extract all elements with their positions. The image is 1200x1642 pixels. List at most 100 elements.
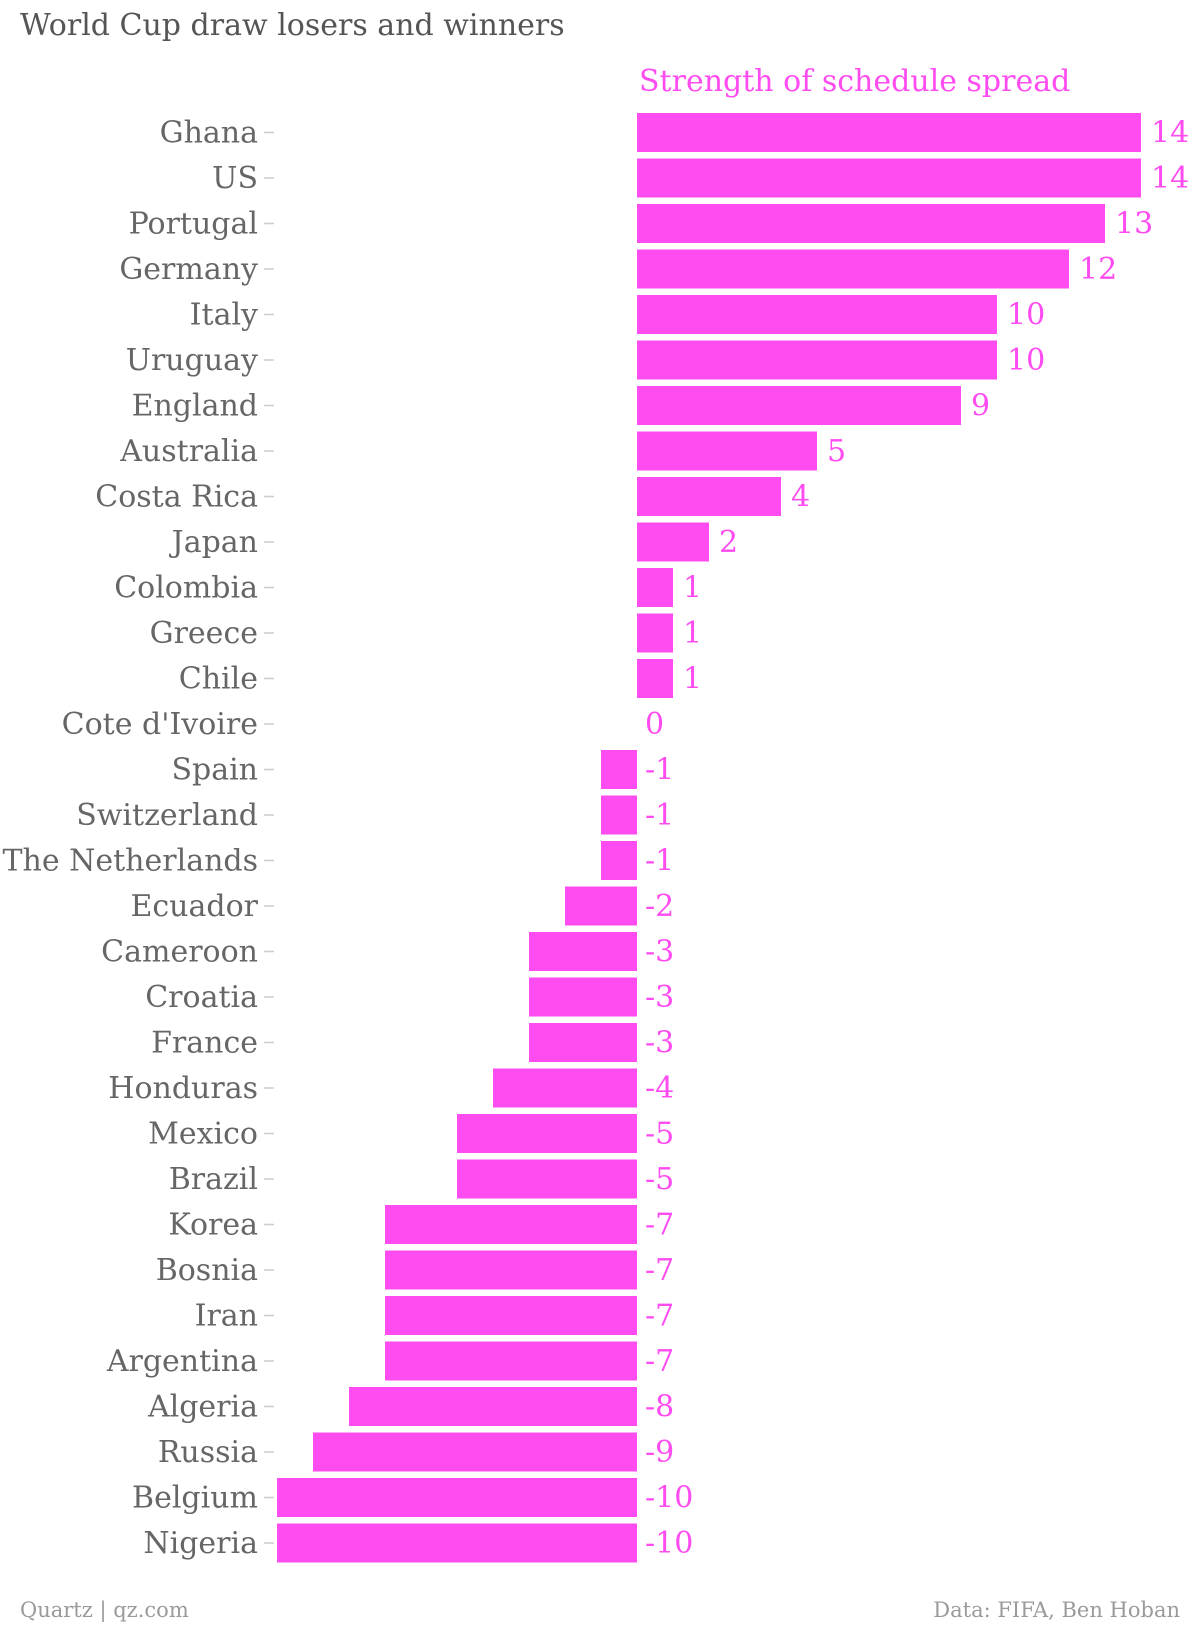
series-label: Strength of schedule spread [639, 64, 1070, 99]
bar [637, 659, 673, 698]
bar [277, 1478, 637, 1517]
category-label: Nigeria [143, 1526, 258, 1561]
value-label: -9 [645, 1435, 674, 1470]
value-label: 12 [1079, 252, 1117, 287]
category-label: Korea [168, 1208, 258, 1243]
value-label: 1 [683, 662, 702, 697]
bar [385, 1250, 637, 1290]
bar [313, 1432, 637, 1472]
bar [457, 1114, 637, 1153]
value-label: 10 [1007, 298, 1045, 333]
category-label: Japan [169, 525, 258, 560]
value-label: 10 [1007, 343, 1045, 378]
bar [637, 204, 1105, 243]
category-label: Chile [179, 662, 258, 697]
bar [529, 1023, 637, 1062]
bar [601, 750, 637, 789]
bar [277, 1523, 637, 1563]
bar [637, 249, 1069, 289]
value-label: 2 [719, 525, 738, 560]
category-label: Cote d'Ivoire [62, 707, 258, 742]
bar [637, 295, 997, 334]
bar [385, 1341, 637, 1381]
category-label: Argentina [106, 1344, 258, 1379]
value-label: 14 [1151, 161, 1189, 196]
bar [529, 977, 637, 1017]
category-label: Honduras [108, 1071, 258, 1106]
category-label: Italy [190, 298, 258, 333]
value-label: -3 [645, 935, 674, 970]
category-label: Croatia [145, 980, 258, 1015]
category-label: Mexico [148, 1117, 258, 1152]
category-label: France [151, 1026, 258, 1061]
bar [493, 1068, 637, 1108]
footer-source-right: Data: FIFA, Ben Hoban [933, 1598, 1180, 1622]
category-label: Cameroon [101, 935, 258, 970]
value-label: -10 [645, 1481, 693, 1516]
bar [601, 795, 637, 835]
value-label: -7 [645, 1208, 674, 1243]
value-label: -10 [645, 1526, 693, 1561]
value-label: 1 [683, 571, 702, 606]
bar [565, 886, 637, 926]
category-label: Algeria [147, 1390, 258, 1425]
bar [637, 477, 781, 516]
bar [637, 158, 1141, 198]
category-label: Costa Rica [95, 480, 258, 515]
category-label: Colombia [114, 571, 258, 606]
bar [385, 1296, 637, 1335]
value-label: -5 [645, 1117, 674, 1152]
bar [637, 522, 709, 562]
category-label: Spain [171, 753, 258, 788]
bar [529, 932, 637, 971]
value-label: 0 [645, 707, 664, 742]
value-label: -7 [645, 1299, 674, 1334]
category-label: Brazil [169, 1162, 258, 1197]
category-label: England [132, 389, 258, 424]
value-label: 5 [827, 434, 846, 469]
bar [457, 1159, 637, 1199]
value-label: 9 [971, 389, 990, 424]
value-label: 13 [1115, 207, 1153, 242]
value-label: -3 [645, 1026, 674, 1061]
bar [637, 613, 673, 653]
value-label: -2 [645, 889, 674, 924]
bar [637, 386, 961, 425]
value-label: 4 [791, 480, 810, 515]
bar [637, 568, 673, 607]
category-label: Belgium [132, 1481, 258, 1516]
value-label: -1 [645, 844, 674, 879]
category-label: Uruguay [126, 343, 258, 378]
value-label: 14 [1151, 116, 1189, 151]
category-label: The Netherlands [3, 844, 259, 879]
category-label: Australia [119, 434, 258, 469]
category-label: Greece [150, 616, 258, 651]
bar [637, 113, 1141, 152]
category-label: Ecuador [130, 889, 258, 924]
value-label: -1 [645, 753, 674, 788]
category-label: Iran [195, 1299, 258, 1334]
category-label: US [212, 161, 258, 196]
category-label: Switzerland [76, 798, 258, 833]
bar [637, 431, 817, 471]
category-label: Germany [119, 252, 258, 287]
footer-source-left: Quartz | qz.com [20, 1598, 189, 1622]
category-label: Ghana [160, 116, 258, 151]
bar [385, 1205, 637, 1244]
bar [601, 841, 637, 880]
value-label: -3 [645, 980, 674, 1015]
value-label: -7 [645, 1253, 674, 1288]
value-label: -7 [645, 1344, 674, 1379]
bar [637, 340, 997, 380]
value-label: 1 [683, 616, 702, 651]
value-label: -4 [645, 1071, 674, 1106]
category-label: Portugal [129, 207, 258, 242]
value-label: -1 [645, 798, 674, 833]
value-label: -8 [645, 1390, 674, 1425]
category-label: Russia [158, 1435, 258, 1470]
bar [349, 1387, 637, 1426]
category-label: Bosnia [156, 1253, 258, 1288]
value-label: -5 [645, 1162, 674, 1197]
